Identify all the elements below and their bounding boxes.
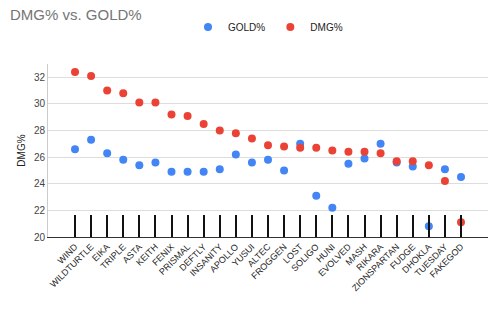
svg-text:FENIX: FENIX	[150, 242, 176, 268]
svg-text:FROGGEN: FROGGEN	[249, 242, 288, 281]
svg-text:EVOLVED: EVOLVED	[316, 241, 353, 278]
svg-text:DHOKLA: DHOKLA	[400, 242, 433, 275]
svg-text:DMG%: DMG%	[310, 22, 342, 33]
svg-text:WILDTURTLE: WILDTURTLE	[48, 242, 96, 290]
svg-text:KEITH: KEITH	[134, 242, 160, 268]
svg-text:32: 32	[34, 72, 46, 83]
svg-text:GOLD%: GOLD%	[228, 22, 265, 33]
svg-text:DMG%: DMG%	[16, 134, 27, 166]
svg-text:28: 28	[34, 125, 46, 136]
svg-text:SOLIGO: SOLIGO	[289, 242, 320, 273]
svg-text:RIKARA: RIKARA	[354, 242, 385, 273]
svg-text:ASTA: ASTA	[121, 242, 144, 265]
svg-text:22: 22	[34, 205, 46, 216]
svg-text:INSANITY: INSANITY	[188, 242, 224, 278]
svg-text:24: 24	[34, 178, 46, 189]
svg-text:ALTEC: ALTEC	[245, 241, 272, 268]
svg-text:PRISMAL: PRISMAL	[157, 242, 192, 277]
svg-text:20: 20	[34, 232, 46, 243]
svg-text:LOST: LOST	[281, 241, 305, 265]
svg-text:YUSUI: YUSUI	[230, 242, 257, 269]
svg-text:DMG% vs. GOLD%: DMG% vs. GOLD%	[10, 6, 142, 23]
svg-text:DEFTLY: DEFTLY	[177, 242, 208, 273]
svg-text:APOLLO: APOLLO	[208, 242, 241, 275]
svg-text:FUDGE: FUDGE	[388, 242, 417, 271]
svg-text:26: 26	[34, 152, 46, 163]
svg-text:30: 30	[34, 98, 46, 109]
svg-text:MASH: MASH	[344, 242, 369, 267]
svg-text:TRIPLE: TRIPLE	[98, 242, 127, 271]
svg-text:EIKA: EIKA	[90, 242, 112, 264]
svg-text:ZIONSPARTAN: ZIONSPARTAN	[350, 242, 401, 293]
svg-text:HUNI: HUNI	[314, 242, 337, 265]
svg-text:WIND: WIND	[56, 241, 80, 265]
svg-text:FAKEGOD: FAKEGOD	[428, 241, 466, 279]
svg-text:TUESDAY: TUESDAY	[413, 242, 450, 279]
